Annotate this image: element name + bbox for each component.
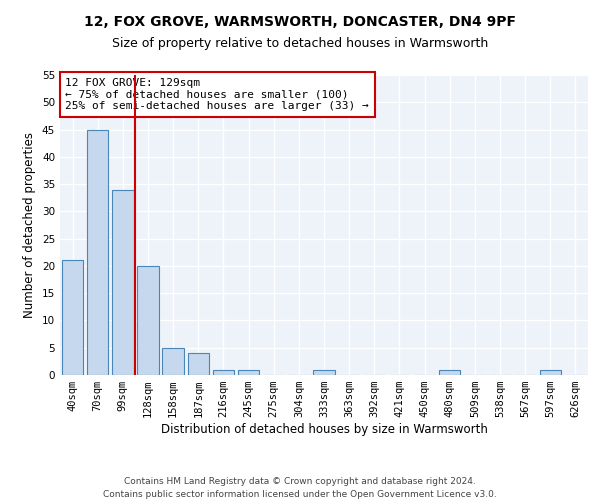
X-axis label: Distribution of detached houses by size in Warmsworth: Distribution of detached houses by size …	[161, 423, 487, 436]
Bar	[137, 266, 158, 375]
Bar	[163, 348, 184, 375]
Text: 12 FOX GROVE: 129sqm
← 75% of detached houses are smaller (100)
25% of semi-deta: 12 FOX GROVE: 129sqm ← 75% of detached h…	[65, 78, 369, 111]
Text: 12, FOX GROVE, WARMSWORTH, DONCASTER, DN4 9PF: 12, FOX GROVE, WARMSWORTH, DONCASTER, DN…	[84, 15, 516, 29]
Bar	[62, 260, 83, 375]
Text: Contains public sector information licensed under the Open Government Licence v3: Contains public sector information licen…	[103, 490, 497, 499]
Bar	[539, 370, 561, 375]
Bar	[238, 370, 259, 375]
Y-axis label: Number of detached properties: Number of detached properties	[23, 132, 37, 318]
Bar	[188, 353, 209, 375]
Bar	[112, 190, 134, 375]
Bar	[87, 130, 109, 375]
Text: Contains HM Land Registry data © Crown copyright and database right 2024.: Contains HM Land Registry data © Crown c…	[124, 478, 476, 486]
Text: Size of property relative to detached houses in Warmsworth: Size of property relative to detached ho…	[112, 38, 488, 51]
Bar	[313, 370, 335, 375]
Bar	[213, 370, 234, 375]
Bar	[439, 370, 460, 375]
